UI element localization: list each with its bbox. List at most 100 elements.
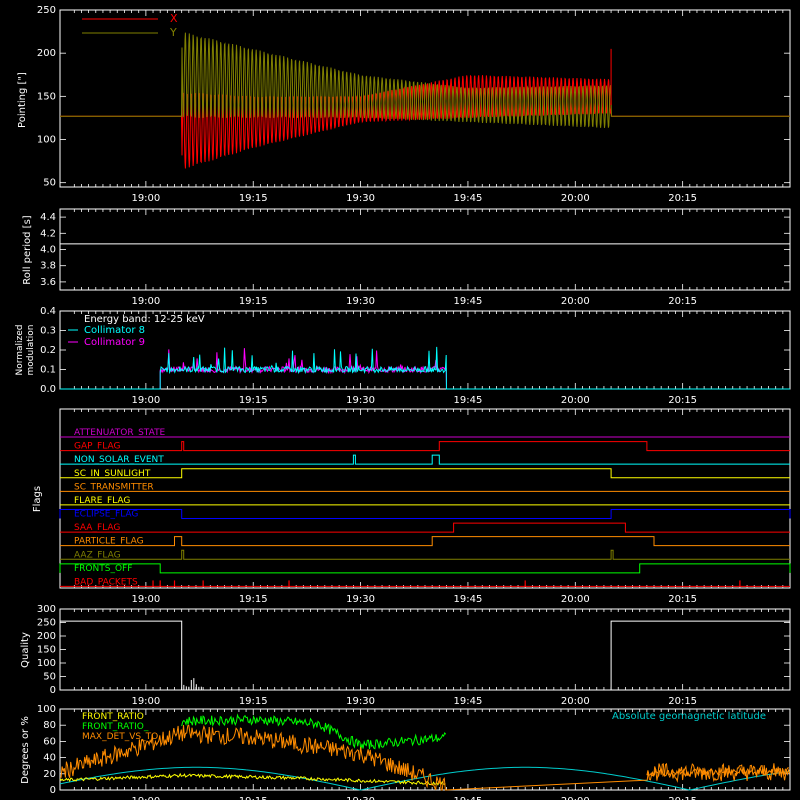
x-tick-label: 19:30: [346, 395, 375, 406]
x-tick-label: 20:15: [668, 696, 697, 707]
flag-label: GAP_FLAG: [74, 442, 120, 452]
flag-label: SC_IN_SUNLIGHT: [74, 469, 151, 479]
flag-trace: [59, 509, 791, 519]
quality-panel: 19:00 19:15 19:30 19:45 20:00 20:15 0 50 100 150 2…: [20, 604, 791, 707]
y-tick-label: 100: [37, 704, 56, 715]
y-tick-label: 20: [43, 769, 56, 780]
flag-trace: [60, 454, 790, 465]
x-tick-label: 19:15: [239, 594, 268, 605]
flag-label: BAD_PACKETS: [74, 577, 138, 587]
y-tick-label: 4.4: [40, 212, 56, 223]
x-tick-label: 19:15: [239, 796, 268, 800]
flag-label: ATTENUATOR_STATE: [74, 428, 166, 438]
roll-ylabel: Roll period [s]: [22, 215, 33, 284]
roll-panel: 19:00 19:15 19:30 19:45 20:00 20:15 3.6 3.8 4.0 4…: [22, 208, 791, 307]
modulation-panel: 19:00 19:15 19:30 19:45 20:00 20:15 0.0 0.1 0.2 0…: [15, 306, 791, 406]
y-tick-label: 200: [37, 48, 56, 59]
x-tick-label: 19:45: [454, 193, 483, 204]
x-tick-label: 19:45: [454, 296, 483, 307]
flag-trace: [60, 441, 790, 452]
x-tick-label: 20:00: [561, 696, 590, 707]
y-tick-label: 100: [37, 135, 56, 146]
ratio-series-line: [181, 713, 447, 750]
geomag-label: Absolute geomagnetic latitude: [612, 711, 766, 722]
modulation-marks: 19:00 19:15 19:30 19:45 20:00 20:15 0.0 0.1 0.2 0…: [40, 306, 790, 406]
legend-front-ratio-hi: FRONT_RATIO_: [82, 722, 149, 732]
pointing-panel: 19:00 19:15 19:30 19:45 20:00 20:15 50 100 150 20…: [17, 5, 791, 204]
y-tick-label: 80: [43, 720, 56, 731]
y-tick-label: 0.4: [40, 306, 56, 317]
pointing-ylabel: Pointing ["]: [17, 72, 28, 128]
x-tick-label: 19:00: [131, 696, 160, 707]
y-tick-label: 150: [37, 91, 56, 102]
y-tick-label: 200: [37, 631, 56, 642]
x-tick-label: 19:45: [454, 696, 483, 707]
flags-ylabel: Flags: [32, 486, 43, 512]
quality-ylabel: Quality: [20, 632, 31, 668]
flag-trace: [59, 563, 791, 574]
x-tick-label: 19:45: [454, 395, 483, 406]
x-tick-label: 19:00: [131, 193, 160, 204]
flag-label: SC_TRANSMITTER: [74, 482, 154, 492]
y-tick-label: 150: [37, 645, 56, 656]
y-tick-label: 0: [50, 685, 56, 696]
legend-max-det: MAX_DET_VS_TO: [82, 732, 158, 742]
y-tick-label: 3.6: [40, 277, 56, 288]
x-tick-label: 19:15: [239, 193, 268, 204]
modulation-series-line: [60, 346, 790, 390]
legend-front-ratio: FRONT_RATIO: [82, 712, 144, 722]
x-tick-label: 19:00: [131, 296, 160, 307]
flag-label: AAZ_FLAG: [74, 550, 121, 560]
x-tick-label: 20:15: [668, 796, 697, 800]
flags-panel: 19:00 19:15 19:30 19:45 20:00 20:15 ATTENUATOR…: [32, 408, 791, 605]
quality-marks: 19:00 19:15 19:30 19:45 20:00 20:15 0 50 100 150 2…: [37, 604, 790, 707]
x-tick-label: 20:00: [561, 594, 590, 605]
pointing-series-line: [60, 32, 790, 128]
flag-label: PARTICLE_FLAG: [74, 537, 144, 547]
legend-c8-label: Collimator 8: [84, 325, 145, 336]
x-tick-label: 19:00: [131, 796, 160, 800]
ratios-ylabel: Degrees or %: [20, 716, 31, 784]
x-tick-label: 20:00: [561, 193, 590, 204]
y-tick-label: 50: [43, 672, 56, 683]
x-tick-label: 20:15: [668, 594, 697, 605]
roll-marks: 19:00 19:15 19:30 19:45 20:00 20:15 3.6 3.8 4.0 4…: [40, 209, 790, 307]
flag-trace: [60, 549, 790, 560]
flag-trace: [60, 468, 790, 479]
ratio-series-line: [646, 766, 791, 778]
x-tick-label: 19:00: [131, 594, 160, 605]
x-tick-label: 20:15: [668, 395, 697, 406]
modulation-ylabel: Normalized: [15, 324, 25, 375]
x-tick-label: 19:30: [346, 696, 375, 707]
pointing-marks: 19:00 19:15 19:30 19:45 20:00 20:15 50 100 150 20…: [37, 5, 790, 204]
quality-line: [60, 620, 790, 691]
x-tick-label: 19:15: [239, 296, 268, 307]
y-tick-label: 0.1: [40, 365, 56, 376]
x-tick-label: 20:15: [668, 296, 697, 307]
flag-trace: [60, 522, 790, 533]
y-tick-label: 0.2: [40, 345, 56, 356]
flag-label: ECLIPSE_FLAG: [74, 510, 138, 520]
modulation-ylabel-2: modulation: [26, 325, 36, 376]
x-tick-label: 19:45: [454, 594, 483, 605]
flag-label: FRONTS_OFF: [74, 564, 132, 574]
y-tick-label: 4.0: [40, 245, 56, 256]
flag-label: SAA_FLAG: [74, 523, 120, 533]
x-tick-label: 20:00: [561, 395, 590, 406]
y-tick-label: 0.3: [40, 326, 56, 337]
x-tick-label: 19:30: [346, 296, 375, 307]
y-tick-label: 250: [37, 618, 56, 629]
y-tick-label: 0: [50, 785, 56, 796]
x-tick-label: 19:45: [454, 796, 483, 800]
y-tick-label: 50: [43, 178, 56, 189]
flag-trace: [60, 536, 790, 547]
geomag-line: [59, 766, 791, 791]
y-tick-label: 300: [37, 604, 56, 615]
x-tick-label: 19:15: [239, 696, 268, 707]
y-tick-label: 0.0: [40, 384, 56, 395]
y-tick-label: 40: [43, 753, 56, 764]
y-tick-label: 250: [37, 5, 56, 16]
x-tick-label: 19:30: [346, 796, 375, 800]
ratio-series-line: [60, 724, 789, 791]
